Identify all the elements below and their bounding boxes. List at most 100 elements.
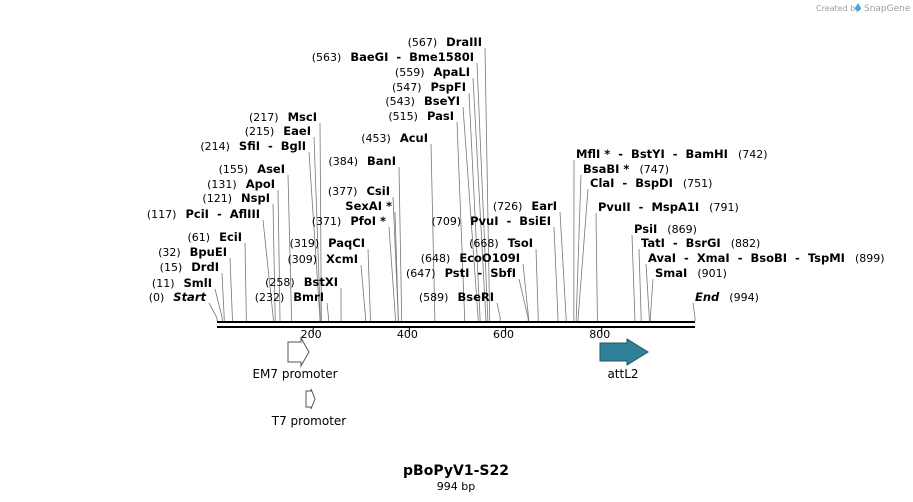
- connector-pcii: [262, 219, 274, 321]
- scale-ticks: 200 400 600 800: [301, 328, 610, 341]
- site-xcmi[interactable]: (309) XcmI: [287, 252, 358, 266]
- site-labels: (0) Start (11) SmlI (15) DrdI (32) BpuEI (61…: [147, 35, 885, 304]
- connector-acui: [430, 143, 436, 321]
- backbone: [217, 321, 695, 328]
- plasmid-length: 994 bp: [437, 480, 475, 493]
- site-bpuei[interactable]: (32) BpuEI: [158, 245, 227, 259]
- site-pspfi[interactable]: (547) PspFI: [392, 80, 466, 94]
- site-avai[interactable]: AvaI - XmaI - BsoBI - TspMI (899): [648, 251, 885, 265]
- site-baegi[interactable]: (563) BaeGI - Bme1580I: [312, 50, 474, 64]
- connector-smai: [649, 278, 654, 321]
- tick-label-800: 800: [589, 328, 610, 341]
- tick-label-600: 600: [493, 328, 514, 341]
- site-clai[interactable]: ClaI - BspDI (751): [590, 176, 712, 190]
- tick-label-200: 200: [301, 328, 322, 341]
- attl2-arrow[interactable]: [599, 338, 649, 366]
- site-apoi[interactable]: (131) ApoI: [207, 177, 275, 191]
- connector-bmri: [326, 302, 329, 321]
- site-sexai[interactable]: SexAI *: [345, 199, 392, 213]
- connector-smli: [214, 288, 223, 321]
- connector-tsoi: [535, 248, 539, 321]
- site-pasi[interactable]: (515) PasI: [388, 109, 454, 123]
- site-sfii[interactable]: (214) SfiI - BglI: [200, 139, 306, 153]
- connector-ecii: [244, 242, 247, 321]
- connector-asei: [287, 174, 292, 321]
- connector-end: [692, 302, 696, 321]
- site-smli[interactable]: (11) SmlI: [152, 276, 212, 290]
- site-msci[interactable]: (217) MscI: [249, 110, 317, 124]
- connector-pvui: [553, 226, 559, 321]
- site-eari[interactable]: (726) EarI: [493, 199, 557, 213]
- site-bseyi[interactable]: (543) BseYI: [385, 94, 460, 108]
- site-pcii[interactable]: (117) PciI - AflIII: [147, 207, 260, 221]
- site-pvuii[interactable]: PvuII - MspA1I (791): [598, 200, 739, 214]
- em7-promoter-label: EM7 promoter: [252, 367, 337, 381]
- connector-baegi: [476, 62, 489, 321]
- site-bsabi[interactable]: BsaBI * (747): [583, 162, 669, 176]
- connector-tati: [638, 248, 642, 321]
- connector-sfii: [308, 151, 321, 321]
- site-acui[interactable]: (453) AcuI: [361, 131, 428, 145]
- plasmid-name: pBoPyV1-S22: [403, 463, 509, 479]
- site-pvui[interactable]: (709) PvuI - BsiEI: [432, 214, 551, 228]
- connector-pvuii: [595, 212, 598, 321]
- site-bani[interactable]: (384) BanI: [328, 154, 396, 168]
- brand-created-by: Created by: [816, 4, 860, 13]
- em7-promoter-arrow[interactable]: [287, 336, 310, 368]
- site-csii[interactable]: (377) CsiI: [328, 184, 390, 198]
- site-eco0109i[interactable]: (648) EcoO109I: [421, 251, 520, 265]
- connector-bsabi: [575, 174, 582, 321]
- connector-eco0109i: [522, 263, 530, 321]
- connector-nspi: [272, 203, 276, 321]
- site-draiii[interactable]: (567) DraIII: [408, 35, 482, 49]
- site-end[interactable]: End (994): [695, 290, 759, 304]
- site-mfli[interactable]: MflI * - BstYI - BamHI (742): [576, 147, 768, 161]
- site-bseri[interactable]: (589) BseRI: [419, 290, 494, 304]
- site-psti[interactable]: (647) PstI - SbfI: [406, 266, 516, 280]
- connector-draiii: [484, 47, 491, 321]
- connector-bani: [398, 166, 403, 321]
- site-ecii[interactable]: (61) EciI: [188, 230, 243, 244]
- connector-drdi: [221, 272, 225, 321]
- site-bmri[interactable]: (232) BmrI: [255, 290, 324, 304]
- t7-promoter-arrow[interactable]: [305, 388, 316, 410]
- site-paqci[interactable]: (319) PaqCI: [290, 236, 365, 250]
- connector-apali: [472, 77, 487, 321]
- connector-clai: [577, 188, 589, 321]
- brand-logo: SnapGene: [864, 4, 911, 14]
- site-bstxi[interactable]: (258) BstXI: [265, 275, 338, 289]
- site-psii[interactable]: PsiI (869): [634, 222, 697, 236]
- connector-pasi: [456, 121, 466, 321]
- snapgene-branding: Created by SnapGene: [816, 3, 911, 14]
- connector-xcmi: [360, 264, 366, 321]
- snapgene-drop-icon: [855, 3, 861, 11]
- connector-eari: [559, 211, 567, 321]
- connector-pfoi: [388, 226, 396, 321]
- site-start[interactable]: (0) Start: [149, 290, 207, 304]
- tick-label-400: 400: [397, 328, 418, 341]
- site-pfoi[interactable]: (371) PfoI *: [312, 214, 386, 228]
- site-tsoi[interactable]: (668) TsoI: [469, 236, 533, 250]
- site-apali[interactable]: (559) ApaLI: [395, 65, 470, 79]
- connector-csii: [392, 196, 399, 321]
- attl2-label: attL2: [607, 367, 638, 381]
- site-asei[interactable]: (155) AseI: [219, 162, 285, 176]
- connector-apoi: [277, 189, 281, 321]
- connector-eaei: [313, 136, 321, 321]
- site-connectors: [208, 47, 696, 321]
- site-tati[interactable]: TatI - BsrGI (882): [641, 236, 760, 250]
- connector-pspfi: [468, 92, 481, 321]
- connector-avai: [645, 263, 650, 321]
- site-eaei[interactable]: (215) EaeI: [245, 124, 311, 138]
- connector-bpuei: [229, 257, 233, 321]
- features: EM7 promoter T7 promoter attL2: [252, 336, 649, 428]
- connector-bseyi: [462, 106, 479, 321]
- connector-psii: [631, 234, 636, 321]
- connector-start: [208, 302, 218, 321]
- site-smai[interactable]: SmaI (901): [655, 266, 727, 280]
- connector-psti: [518, 278, 529, 321]
- t7-promoter-label: T7 promoter: [271, 414, 347, 428]
- site-drdi[interactable]: (15) DrdI: [160, 260, 219, 274]
- site-nspi[interactable]: (121) NspI: [202, 191, 270, 205]
